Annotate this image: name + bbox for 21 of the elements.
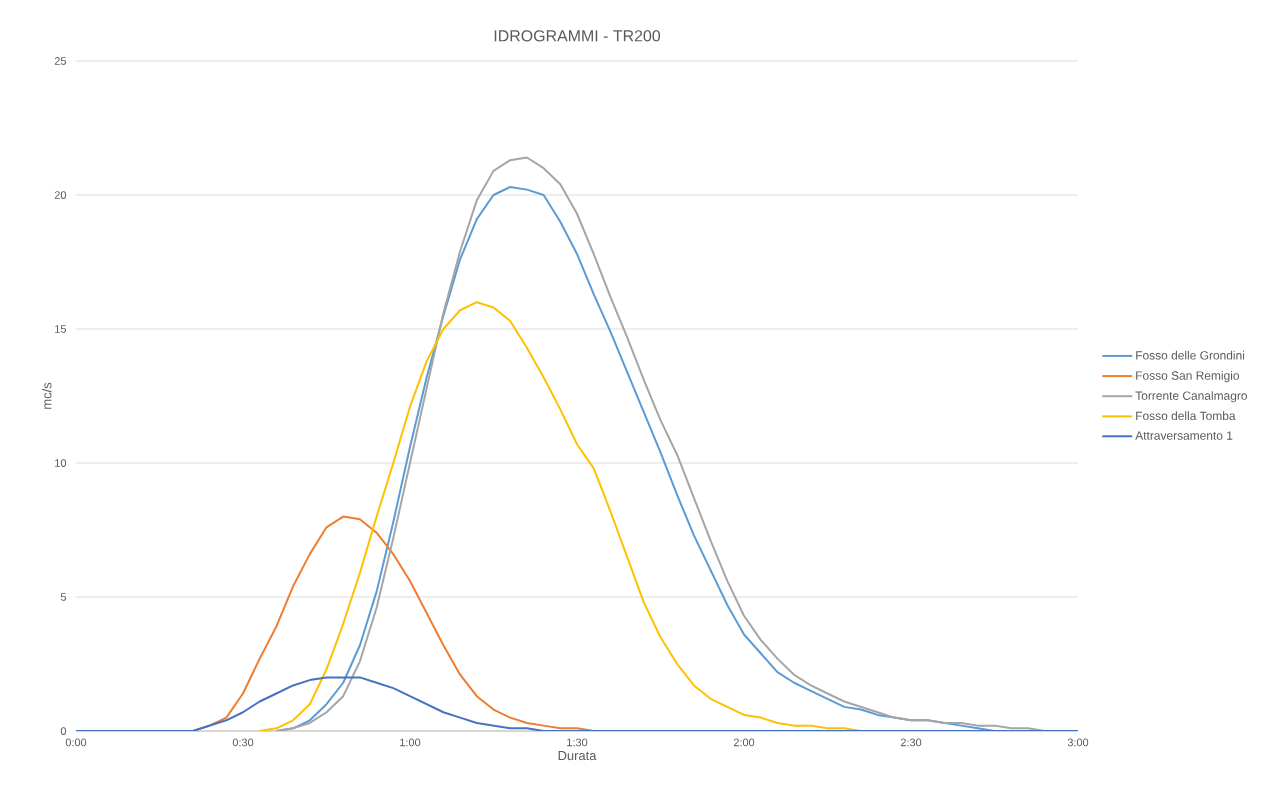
- y-tick-label: 15: [55, 325, 67, 333]
- x-tick-label: 2:00: [733, 738, 755, 747]
- y-tick-label: 25: [54, 57, 67, 65]
- legend-label: Attraversamento 1: [1135, 431, 1233, 440]
- x-tick-label: 2:30: [900, 738, 922, 747]
- x-tick-label: 1:00: [400, 738, 421, 747]
- legend-label: Fosso della Tomba: [1136, 411, 1236, 421]
- y-tick-label: 10: [55, 459, 67, 467]
- legend-label: Torrente Canalmagro: [1135, 391, 1247, 403]
- chart-title: IDROGRAMMI - TR200: [494, 30, 661, 42]
- y-axis-title: mc/s: [41, 382, 52, 409]
- legend-label: Fosso San Remigio: [1136, 371, 1240, 383]
- legend-label: Fosso delle Grondini: [1136, 350, 1245, 360]
- y-tick-label: 20: [54, 191, 67, 199]
- x-tick-label: 3:00: [1067, 738, 1089, 747]
- x-tick-label: 1:30: [567, 738, 588, 747]
- y-tick-label: 0: [60, 727, 67, 735]
- x-tick-label: 0:30: [232, 738, 254, 747]
- x-axis-title: Durata: [558, 751, 597, 761]
- y-tick-label: 5: [60, 593, 67, 601]
- x-tick-label: 0:00: [65, 738, 87, 747]
